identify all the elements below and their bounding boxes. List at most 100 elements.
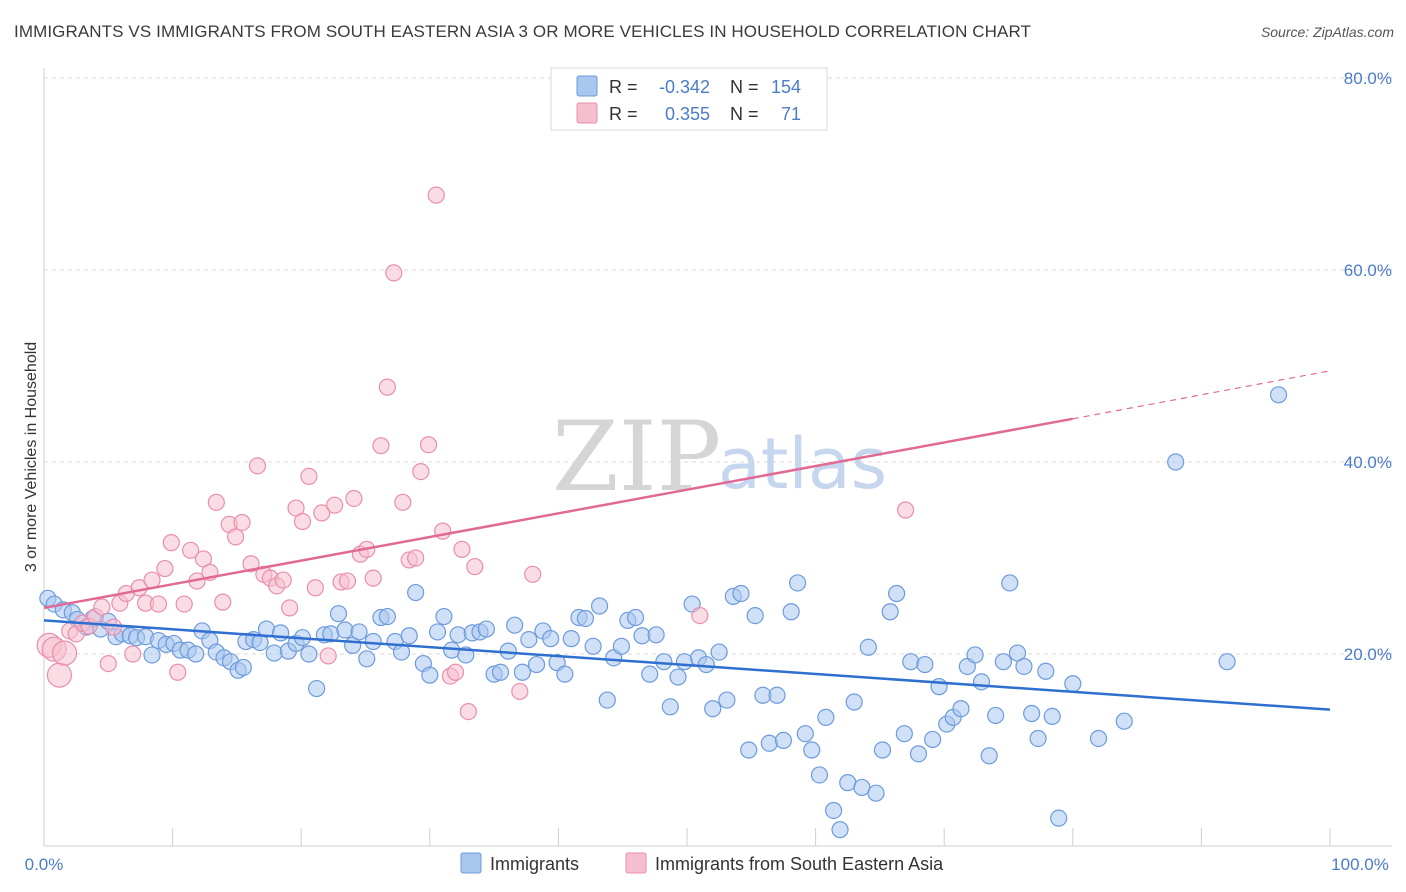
immigrants-point: [803, 741, 821, 759]
legend-r-label-2: R =: [609, 104, 638, 124]
sea-point: [372, 437, 390, 455]
sea-point: [364, 569, 382, 587]
immigrants-point: [584, 637, 602, 655]
immigrants-point: [782, 603, 800, 621]
immigrants-point: [143, 646, 161, 664]
sea-point: [394, 493, 412, 511]
immigrants-point: [768, 686, 786, 704]
immigrants-point: [477, 620, 495, 638]
immigrants-point: [718, 691, 736, 709]
immigrants-point: [924, 730, 942, 749]
legend-n-label-1: N =: [730, 77, 759, 97]
watermark: ZIP atlas: [552, 401, 887, 513]
immigrants-point: [881, 603, 899, 621]
immigrants-point: [542, 630, 560, 648]
sea-point: [149, 595, 168, 613]
y-tick-label: 40.0%: [1344, 453, 1392, 472]
sea-point: [227, 528, 245, 546]
sea-point: [274, 571, 292, 589]
immigrants-point: [704, 700, 722, 718]
sea-point: [453, 540, 471, 558]
immigrants-point: [234, 658, 252, 677]
sea-point: [300, 467, 318, 485]
immigrants-point: [845, 693, 863, 711]
y-tick-label: 20.0%: [1344, 645, 1392, 664]
sea-point: [306, 579, 324, 597]
legend-n-value-2: 71: [781, 104, 801, 124]
immigrants-point: [966, 646, 984, 664]
immigrants-point: [859, 638, 877, 656]
sea-point: [319, 647, 337, 665]
immigrants-point: [1029, 729, 1047, 748]
legend-swatch-immigrants: [576, 75, 598, 97]
immigrants-point: [350, 623, 368, 641]
sea-point: [281, 599, 299, 617]
sea-point: [233, 513, 251, 532]
sea-point: [207, 493, 225, 511]
sea-point: [182, 541, 200, 559]
sea-point: [214, 593, 232, 611]
watermark-atlas: atlas: [718, 423, 887, 505]
bottom-legend-label-immigrants: Immigrants: [490, 854, 579, 874]
bottom-legend-swatch-sea: [625, 852, 647, 874]
immigrants-point: [916, 655, 934, 674]
sea-trend-line: [43, 417, 1074, 610]
immigrants-point: [1001, 574, 1019, 592]
sea-point: [99, 654, 117, 673]
immigrants-point: [407, 583, 425, 602]
immigrants-point: [556, 665, 574, 683]
sea-point: [293, 512, 312, 531]
y-axis-label: 3 or more Vehicles in Household: [23, 342, 40, 572]
immigrants-point: [358, 650, 376, 668]
immigrants-point: [895, 725, 913, 743]
immigrants-point: [265, 644, 283, 662]
bottom-legend: Immigrants Immigrants from South Eastern…: [460, 852, 944, 874]
chart-title: IMMIGRANTS VS IMMIGRANTS FROM SOUTH EAST…: [14, 22, 1032, 41]
immigrants-point: [987, 706, 1005, 725]
immigrants-point: [576, 609, 595, 628]
immigrants-point: [746, 606, 764, 625]
immigrants-point: [867, 784, 885, 802]
sea-point: [242, 555, 260, 573]
sea-point: [459, 702, 477, 721]
immigrants-point: [909, 745, 928, 763]
sea-point: [897, 501, 915, 519]
sea-point: [104, 618, 123, 636]
y-tick-label: 80.0%: [1344, 69, 1392, 88]
immigrants-point: [788, 574, 807, 592]
immigrants-point: [527, 655, 546, 674]
sea-point: [162, 534, 180, 552]
immigrants-point: [1037, 662, 1055, 680]
legend-n-value-1: 154: [771, 77, 801, 97]
legend-r-value-1: -0.342: [659, 77, 710, 97]
legend-n-label-2: N =: [730, 104, 759, 124]
sea-point: [124, 645, 142, 663]
immigrants-point: [598, 691, 616, 709]
immigrants-point: [980, 747, 998, 765]
sea-point: [524, 565, 542, 583]
sea-point: [169, 663, 187, 681]
immigrants-point: [336, 621, 354, 639]
immigrants-point: [491, 663, 510, 681]
sea-point: [385, 264, 403, 282]
immigrants-point: [1089, 729, 1108, 748]
immigrants-point: [740, 741, 758, 759]
series-sea-points: [36, 186, 915, 721]
sea-point: [175, 595, 193, 613]
x-tick-label: 100.0%: [1331, 855, 1389, 874]
immigrants-point: [300, 645, 318, 663]
immigrants-point: [329, 605, 348, 623]
sea-point: [326, 496, 344, 514]
sea-point: [412, 463, 430, 481]
immigrants-point: [994, 653, 1012, 671]
sea-point: [338, 572, 357, 590]
immigrants-point: [308, 679, 326, 698]
immigrants-point: [1269, 386, 1288, 404]
immigrants-point: [506, 616, 524, 634]
immigrants-point: [520, 630, 538, 649]
source-credit: Source: ZipAtlas.com: [1260, 24, 1394, 40]
immigrants-point: [626, 608, 645, 627]
immigrants-point: [647, 626, 665, 644]
immigrants-point: [1043, 707, 1061, 726]
immigrants-point: [641, 665, 659, 683]
